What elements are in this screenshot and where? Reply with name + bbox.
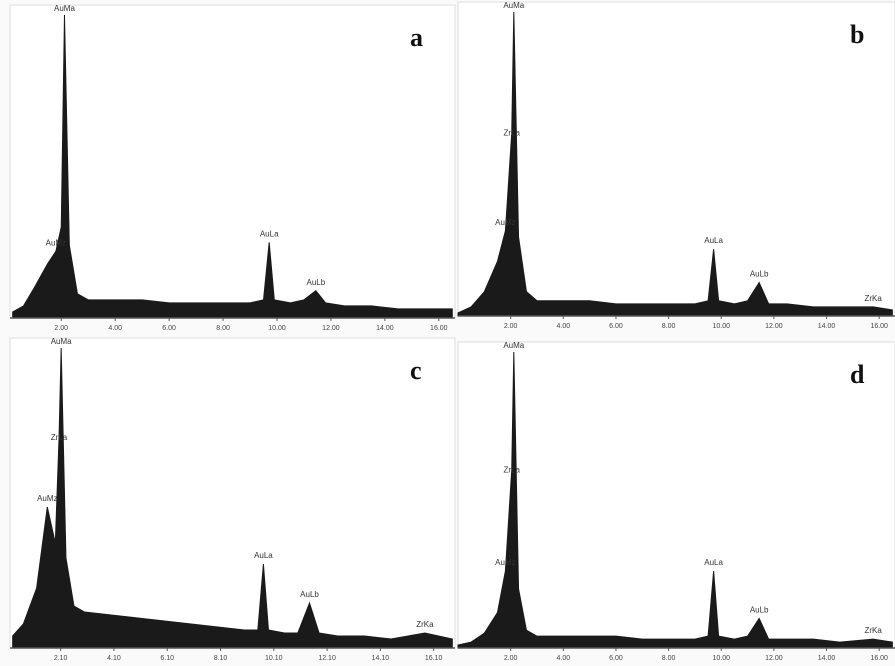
x-tick-label: 8.00 — [662, 323, 676, 330]
x-tick-label: 16.00 — [870, 655, 888, 662]
panel-frame — [457, 341, 895, 649]
x-tick-label: 10.00 — [712, 323, 730, 330]
x-tick-label: 16.10 — [425, 655, 443, 662]
x-tick-label: 12.10 — [318, 655, 336, 662]
peak-label: ZrKa — [864, 294, 882, 303]
x-tick-label: 16.00 — [430, 325, 448, 332]
peak-label: AuLb — [306, 278, 325, 287]
peak-label: AuLb — [300, 590, 319, 599]
peak-label: AuLa — [704, 236, 723, 245]
spectrum — [457, 11, 893, 317]
spectrum — [457, 351, 893, 649]
x-tick-label: 4.10 — [107, 655, 121, 662]
x-tick-label: 2.00 — [54, 325, 68, 332]
x-tick-label: 2.00 — [504, 655, 518, 662]
peak-label: AuMa — [503, 1, 524, 10]
panel-letter: d — [850, 360, 865, 389]
spectrum — [12, 14, 453, 319]
x-tick-label: 4.00 — [108, 325, 122, 332]
peak-label: AuMa — [503, 341, 524, 350]
peak-label: AuMz — [46, 238, 66, 247]
panel-frame — [457, 1, 895, 317]
x-tick-label: 8.00 — [662, 655, 676, 662]
panel-letter: a — [410, 23, 423, 52]
x-tick-label: 2.00 — [504, 323, 518, 330]
x-tick-label: 12.00 — [765, 655, 783, 662]
peak-label: AuLb — [750, 606, 769, 615]
x-tick-label: 6.10 — [160, 655, 174, 662]
peak-label: ZrLa — [503, 129, 520, 138]
x-tick-label: 8.00 — [216, 325, 230, 332]
peak-label: ZrLa — [51, 433, 68, 442]
peak-label: AuMa — [51, 337, 72, 346]
panel-letter: b — [850, 20, 864, 49]
x-tick-label: 4.00 — [556, 655, 570, 662]
peak-label: AuMz — [37, 494, 57, 503]
panel-frame — [9, 4, 456, 319]
x-tick-label: 10.00 — [268, 325, 286, 332]
peak-label: AuLa — [704, 558, 723, 567]
x-tick-label: 6.00 — [609, 323, 623, 330]
peak-label: AuLa — [254, 551, 273, 560]
peak-label: ZrLa — [503, 466, 520, 475]
x-tick-label: 2.10 — [54, 655, 68, 662]
x-tick-label: 10.10 — [265, 655, 283, 662]
x-tick-label: 4.00 — [556, 323, 570, 330]
x-tick-label: 14.00 — [818, 655, 836, 662]
peak-label: AuLb — [750, 270, 769, 279]
x-tick-label: 12.00 — [322, 325, 340, 332]
x-tick-label: 14.10 — [372, 655, 390, 662]
spectrum — [12, 347, 453, 649]
peak-label: ZrKa — [864, 626, 882, 635]
x-tick-label: 14.00 — [376, 325, 394, 332]
peak-label: ZrKa — [416, 620, 434, 629]
peak-label: AuMz — [495, 218, 515, 227]
peak-label: AuMa — [54, 4, 75, 13]
x-tick-label: 6.00 — [609, 655, 623, 662]
x-tick-label: 12.00 — [765, 323, 783, 330]
x-tick-label: 10.00 — [712, 655, 730, 662]
peak-label: AuLa — [260, 229, 279, 238]
peak-label: AuMz — [495, 558, 515, 567]
x-tick-label: 14.00 — [818, 323, 836, 330]
x-tick-label: 6.00 — [162, 325, 176, 332]
x-tick-label: 16.00 — [870, 323, 888, 330]
x-tick-label: 8.10 — [214, 655, 228, 662]
panel-letter: c — [410, 356, 422, 385]
panel-frame — [9, 337, 456, 649]
